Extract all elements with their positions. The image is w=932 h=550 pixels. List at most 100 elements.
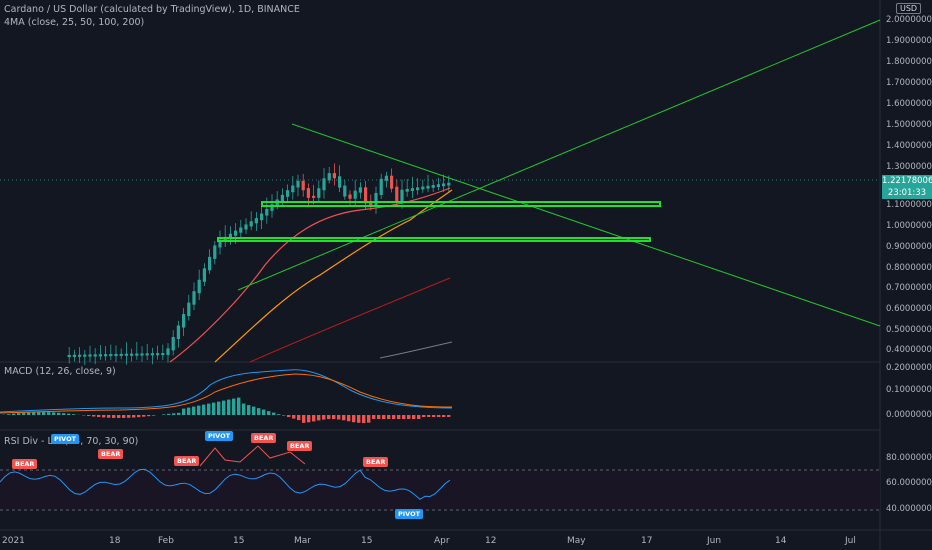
rsi-overbought-line [199, 445, 306, 467]
candle [83, 354, 87, 357]
candle [416, 187, 420, 191]
bear-divergence-tag: BEAR [287, 441, 313, 451]
macd-histogram-bar [147, 415, 151, 417]
candle [358, 187, 362, 193]
macd-histogram-bar [312, 415, 316, 422]
candle [348, 194, 352, 199]
candle [322, 178, 326, 191]
candle [150, 353, 154, 356]
candle [78, 354, 82, 357]
macd-histogram-bar [247, 405, 251, 415]
macd-histogram-bar [132, 415, 136, 418]
bear-divergence-tag: BEAR [363, 457, 389, 467]
macd-histogram-bar [42, 412, 46, 415]
macd-histogram-bar [402, 415, 406, 419]
time-tick: Feb [158, 536, 174, 546]
rsi-line [0, 468, 451, 500]
candle [374, 192, 378, 207]
macd-histogram-bar [407, 415, 411, 419]
candle [260, 213, 264, 221]
candle [395, 186, 399, 203]
macd-histogram-bar [172, 413, 176, 415]
time-tick: Jun [707, 536, 722, 546]
macd-histogram-bar [122, 415, 126, 418]
macd-histogram-bar [212, 402, 216, 415]
trendline-lower [237, 19, 881, 291]
candle [171, 336, 175, 351]
candle [327, 173, 331, 181]
symbol-title[interactable]: Cardano / US Dollar (calculated by Tradi… [4, 4, 300, 15]
candle [176, 325, 180, 339]
candle [384, 175, 388, 181]
candle [265, 208, 269, 216]
macd-histogram-bar [392, 415, 396, 419]
macd-histogram-bar [187, 407, 191, 415]
candle [228, 233, 232, 239]
candle [239, 227, 243, 233]
candle [202, 268, 206, 282]
time-tick: 15 [233, 536, 245, 546]
candle [353, 190, 357, 199]
candle [166, 348, 170, 356]
pivot-tag: PIVOT [205, 431, 234, 441]
macd-histogram-bar [317, 415, 321, 421]
candle [104, 354, 108, 357]
macd-line [0, 369, 453, 413]
candle [369, 201, 373, 207]
macd-histogram-bar [117, 415, 121, 418]
pivot-tag: PIVOT [51, 434, 80, 444]
rsi-band [0, 470, 880, 510]
macd-histogram [2, 397, 451, 423]
ma-200-line [379, 341, 453, 359]
macd-histogram-bar [177, 412, 181, 415]
macd-histogram-bar [377, 415, 381, 419]
time-tick: Apr [434, 536, 450, 546]
indicator-title[interactable]: 4MA (close, 25, 50, 100, 200) [4, 17, 145, 28]
macd-histogram-bar [342, 415, 346, 421]
candle [379, 178, 383, 195]
candle [72, 354, 76, 357]
candle [447, 182, 451, 186]
macd-histogram-bar [242, 403, 246, 415]
macd-histogram-bar [382, 415, 386, 419]
macd-histogram-bar [207, 403, 211, 415]
candle [119, 353, 123, 356]
time-tick: 18 [109, 536, 121, 546]
macd-histogram-bar [62, 413, 66, 415]
macd-histogram-bar [412, 415, 416, 419]
macd-histogram-bar [422, 415, 426, 417]
candle [187, 302, 191, 317]
macd-histogram-bar [152, 415, 156, 416]
macd-histogram-bar [97, 415, 101, 418]
candle [208, 256, 212, 271]
macd-histogram-bar [32, 412, 36, 415]
candle [218, 240, 222, 248]
macd-histogram-bar [12, 413, 16, 415]
macd-histogram-bar [442, 415, 446, 417]
macd-histogram-bar [337, 415, 341, 420]
bear-divergence-tag: BEAR [251, 433, 277, 443]
candle [426, 185, 430, 189]
price-tick: 0.40000000 [886, 345, 932, 355]
candle [280, 194, 284, 202]
macd-histogram-bar [87, 415, 91, 416]
ma-25-line [169, 187, 451, 363]
time-tick: May [567, 536, 586, 546]
macd-histogram-bar [47, 412, 51, 415]
macd-histogram-bar [17, 413, 21, 415]
macd-histogram-bar [302, 415, 306, 423]
macd-title[interactable]: MACD (12, 26, close, 9) [4, 366, 116, 377]
macd-histogram-bar [432, 415, 436, 417]
currency-badge[interactable]: USD [896, 3, 922, 14]
macd-histogram-bar [137, 415, 141, 418]
support-zone-upper [261, 201, 661, 207]
candle [130, 353, 134, 356]
macd-histogram-bar [282, 415, 286, 416]
macd-histogram-bar [362, 415, 366, 423]
time-tick: 2021 [2, 536, 25, 546]
macd-histogram-bar [227, 399, 231, 415]
candle [67, 354, 71, 357]
